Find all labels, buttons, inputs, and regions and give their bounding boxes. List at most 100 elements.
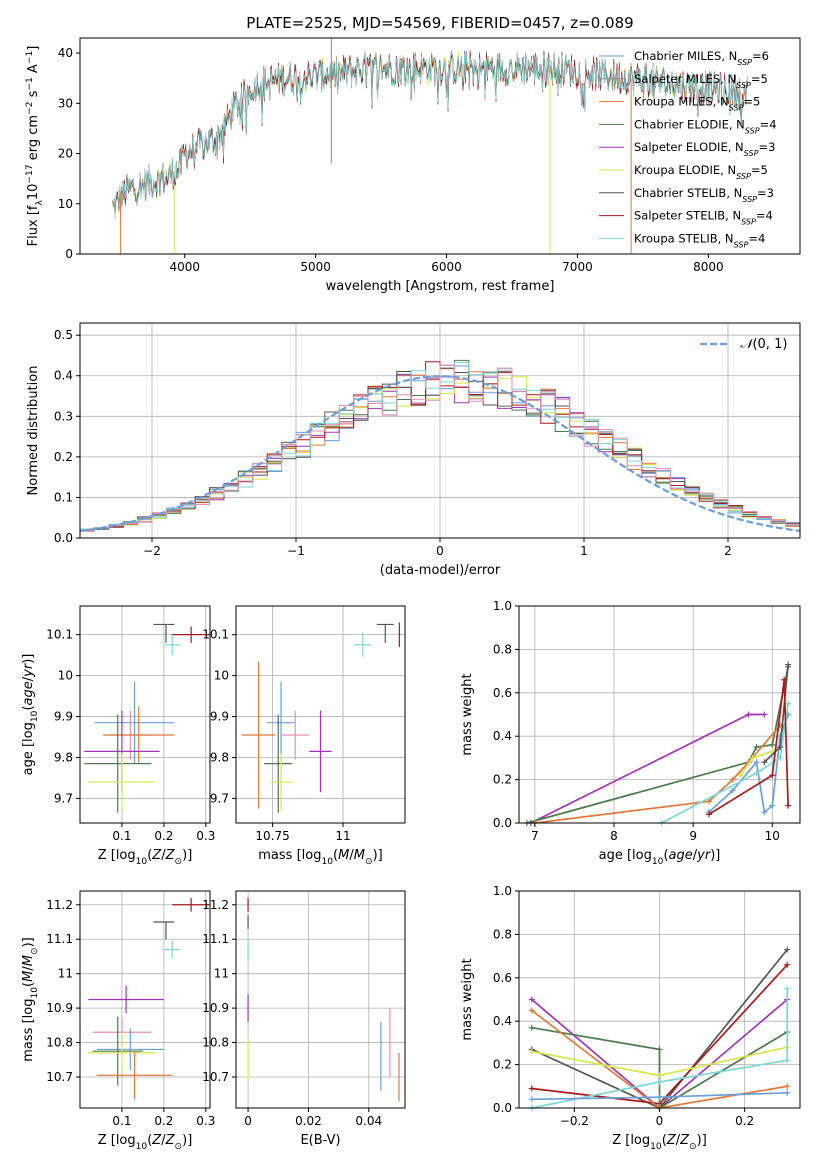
- y-tick-label: 10.1: [46, 628, 73, 642]
- legend-entry: Kroupa MILES, NSSP=5: [634, 95, 760, 113]
- legend-entry: Salpeter ELODIE, NSSP=3: [634, 140, 775, 158]
- x-axis-label: E(B-V): [300, 1133, 340, 1148]
- x-axis-label: wavelength [Angstrom, rest frame]: [326, 279, 555, 294]
- x-tick-label: 1: [580, 544, 588, 558]
- y-tick-label: 0.4: [493, 1014, 512, 1028]
- x-tick-label: 0: [656, 1114, 664, 1128]
- errorbars: [88, 897, 210, 1100]
- x-tick-label: 0: [436, 544, 444, 558]
- y-axis-label: Normed distribution: [26, 366, 41, 496]
- x-tick-label: 0.3: [196, 1114, 215, 1128]
- y-tick-label: 10.9: [46, 1001, 73, 1015]
- legend-entry: Salpeter STELIB, NSSP=4: [634, 209, 773, 227]
- y-tick-label: 0.1: [54, 490, 73, 504]
- legend-entry: Kroupa ELODIE, NSSP=5: [634, 163, 768, 181]
- gaussian-curve: [80, 375, 800, 532]
- legend-entry: Kroupa STELIB, NSSP=4: [634, 231, 765, 249]
- y-tick-label: 0.2: [493, 773, 512, 787]
- y-tick-label: 0.4: [493, 729, 512, 743]
- y-tick-label: 9.7: [210, 791, 229, 805]
- x-tick-label: 8000: [693, 260, 724, 274]
- y-tick-label: 0: [65, 247, 73, 261]
- mass_vs_Z-panel: 0.1 0.2 0.3 10.7 10.8 10.9 11 11.1 11.2 Z [log10(…: [21, 890, 215, 1152]
- errorbar-point: [153, 921, 175, 940]
- errorbars: [84, 623, 210, 813]
- y-axis-label: mass [log10(M/M⊙)]: [21, 937, 40, 1061]
- y-axis-label: Flux [fλ10−17 erg cm−2 s−1 A−1]: [25, 46, 45, 247]
- x-tick-label: 0.1: [112, 829, 131, 843]
- y-tick-label: 40: [58, 46, 73, 60]
- x-tick-label: 10.75: [255, 829, 289, 843]
- y-axis-label: age [log10(age/yr)]: [21, 654, 40, 776]
- errorbar-point: [264, 714, 293, 813]
- x-axis-label: mass [log10(M/M⊙)]: [258, 848, 382, 867]
- legend-entry: Chabrier MILES, NSSP=6: [634, 49, 769, 67]
- mw_vs_Z-panel: −0.2 0 0.2 0.0 0.2 0.4 0.6 0.8 1.0 Z [log10(Z/Z⊙)…: [460, 884, 801, 1152]
- y-tick-label: 11: [214, 967, 229, 981]
- errorbar-point: [376, 623, 394, 643]
- figure-title: PLATE=2525, MJD=54569, FIBERID=0457, z=0…: [246, 14, 633, 32]
- x-tick-label: 0.04: [355, 1114, 382, 1128]
- errorbar-point: [84, 714, 152, 813]
- legend-entry: Chabrier STELIB, NSSP=3: [634, 186, 774, 204]
- x-tick-label: 0: [244, 1114, 252, 1128]
- y-tick-label: 10: [214, 669, 229, 683]
- x-tick-label: 5000: [300, 260, 331, 274]
- x-tick-label: 11: [335, 829, 350, 843]
- y-tick-label: 0.8: [493, 642, 512, 656]
- mass_vs_ebv-panel: 0 0.02 0.04 10.7 10.8 10.9 11 11.1 11.2 E(B-V): [202, 890, 406, 1148]
- errorbar-point: [96, 1051, 173, 1100]
- legend-entry: Salpeter MILES, NSSP=5: [634, 72, 768, 90]
- errorbar-point: [172, 626, 210, 643]
- errorbar-point: [103, 706, 175, 764]
- histograms: [80, 359, 800, 532]
- errorbar-point: [153, 623, 175, 643]
- errorbar-point: [164, 634, 180, 656]
- x-tick-label: 7: [531, 829, 539, 843]
- spectrum-legend: Chabrier MILES, NSSP=6 Salpeter MILES, NS…: [599, 49, 777, 249]
- plot-frame: [518, 605, 801, 824]
- y-tick-label: 11.2: [202, 898, 229, 912]
- errorbar-point: [354, 632, 372, 658]
- errorbars: [241, 622, 400, 813]
- y-tick-label: 0.8: [493, 927, 512, 941]
- legend-entry: Chabrier ELODIE, NSSP=4: [634, 117, 777, 135]
- spectrum-lines: [112, 38, 748, 254]
- x-tick-label: 4000: [169, 260, 200, 274]
- y-tick-label: 9.8: [54, 750, 73, 764]
- y-tick-label: 0.3: [54, 409, 73, 423]
- errorbar-point: [88, 1032, 156, 1074]
- y-tick-label: 1.0: [493, 884, 512, 898]
- y-tick-label: 0.0: [54, 531, 73, 545]
- mass-weight-series: [530, 713, 765, 824]
- y-tick-label: 0.2: [54, 450, 73, 464]
- x-tick-label: 6000: [431, 260, 462, 274]
- errorbars: [247, 897, 400, 1102]
- plot-frame: [79, 37, 801, 255]
- errorbar-point: [164, 940, 180, 959]
- x-axis-label: (data-model)/error: [380, 563, 501, 578]
- y-tick-label: 10: [58, 669, 73, 683]
- mass-weight-series: [531, 988, 789, 1109]
- x-tick-label: 2: [724, 544, 732, 558]
- y-tick-label: 10.1: [202, 628, 229, 642]
- plot-frame: [79, 890, 211, 1109]
- y-tick-label: 9.8: [210, 750, 229, 764]
- y-tick-label: 1.0: [493, 599, 512, 613]
- x-tick-label: 9: [689, 829, 697, 843]
- residuals-legend: 𝒩(0, 1): [700, 337, 787, 352]
- y-tick-label: 10.7: [202, 1070, 229, 1084]
- age_vs_Z-panel: 0.1 0.2 0.3 9.7 9.8 9.9 10 10.1 Z [log10(Z/Z⊙)] a…: [21, 605, 215, 867]
- x-axis-label: Z [log10(Z/Z⊙)]: [612, 1133, 707, 1152]
- mass-weight-series: [708, 679, 789, 816]
- y-tick-label: 0.0: [493, 1101, 512, 1115]
- errorbar-point: [88, 753, 156, 811]
- y-axis-label: mass weight: [460, 673, 475, 755]
- y-tick-label: 11.2: [46, 898, 73, 912]
- y-tick-label: 10.8: [46, 1036, 73, 1050]
- x-axis-label: age [log10(age/yr)]: [599, 848, 721, 867]
- y-tick-label: 0.2: [493, 1058, 512, 1072]
- x-tick-label: −2: [143, 544, 161, 558]
- y-tick-label: 10.8: [202, 1036, 229, 1050]
